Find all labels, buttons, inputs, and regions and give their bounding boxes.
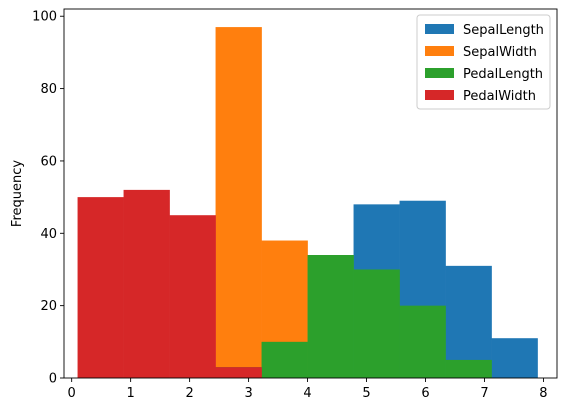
x-tick-label-2: 2 — [185, 386, 193, 401]
legend: SepalLength SepalWidth PedalLength PedalWid… — [416, 14, 551, 110]
x-tick-label-0: 0 — [68, 386, 76, 401]
bar-pedallength-8 — [445, 359, 492, 378]
bar-pedallength-5 — [307, 255, 354, 378]
y-tick-label-40: 40 — [40, 227, 57, 242]
x-tick-label-4: 4 — [303, 386, 311, 401]
x-tick-label-6: 6 — [421, 386, 429, 401]
legend-swatch-sepalwidth — [425, 46, 454, 56]
x-tick-label-1: 1 — [126, 386, 134, 401]
x-tick-label-3: 3 — [244, 386, 252, 401]
plot-frame — [63, 8, 558, 379]
bar-sepallength-9 — [491, 338, 538, 378]
legend-label-pedallength: PedalLength — [463, 67, 543, 82]
y-axis-label: Frequency — [10, 160, 25, 227]
bar-sepalwidth-3 — [215, 27, 262, 379]
bar-pedalwidth-0 — [77, 197, 124, 378]
y-tick-label-60: 60 — [40, 154, 57, 169]
bar-pedalwidth-3 — [215, 367, 262, 378]
y-tick-label-20: 20 — [40, 299, 57, 314]
series-pedallength — [215, 255, 492, 378]
series-pedalwidth — [77, 189, 262, 378]
legend-label-sepallength: SepalLength — [463, 23, 544, 38]
legend-frame — [416, 14, 551, 110]
legend-label-pedalwidth: PedalWidth — [463, 89, 536, 104]
series-sepalwidth — [215, 27, 308, 379]
bar-pedallength-6 — [353, 269, 400, 378]
y-tick-label-0: 0 — [49, 372, 57, 387]
legend-swatch-sepallength — [425, 24, 454, 34]
bar-pedallength-7 — [399, 305, 446, 378]
legend-swatch-pedallength — [425, 68, 454, 78]
x-tick-label-8: 8 — [539, 386, 547, 401]
legend-label-sepalwidth: SepalWidth — [463, 45, 537, 60]
y-tick-label-100: 100 — [32, 10, 57, 25]
legend-swatch-pedalwidth — [425, 90, 454, 100]
x-tick-label-7: 7 — [480, 386, 488, 401]
bar-pedalwidth-1 — [123, 189, 170, 378]
bar-pedalwidth-2 — [169, 215, 216, 378]
y-tick-label-80: 80 — [40, 82, 57, 97]
x-tick-label-5: 5 — [362, 386, 370, 401]
bar-sepallength-8 — [445, 265, 492, 378]
bars-group — [77, 27, 538, 379]
bar-pedallength-4 — [261, 341, 308, 378]
